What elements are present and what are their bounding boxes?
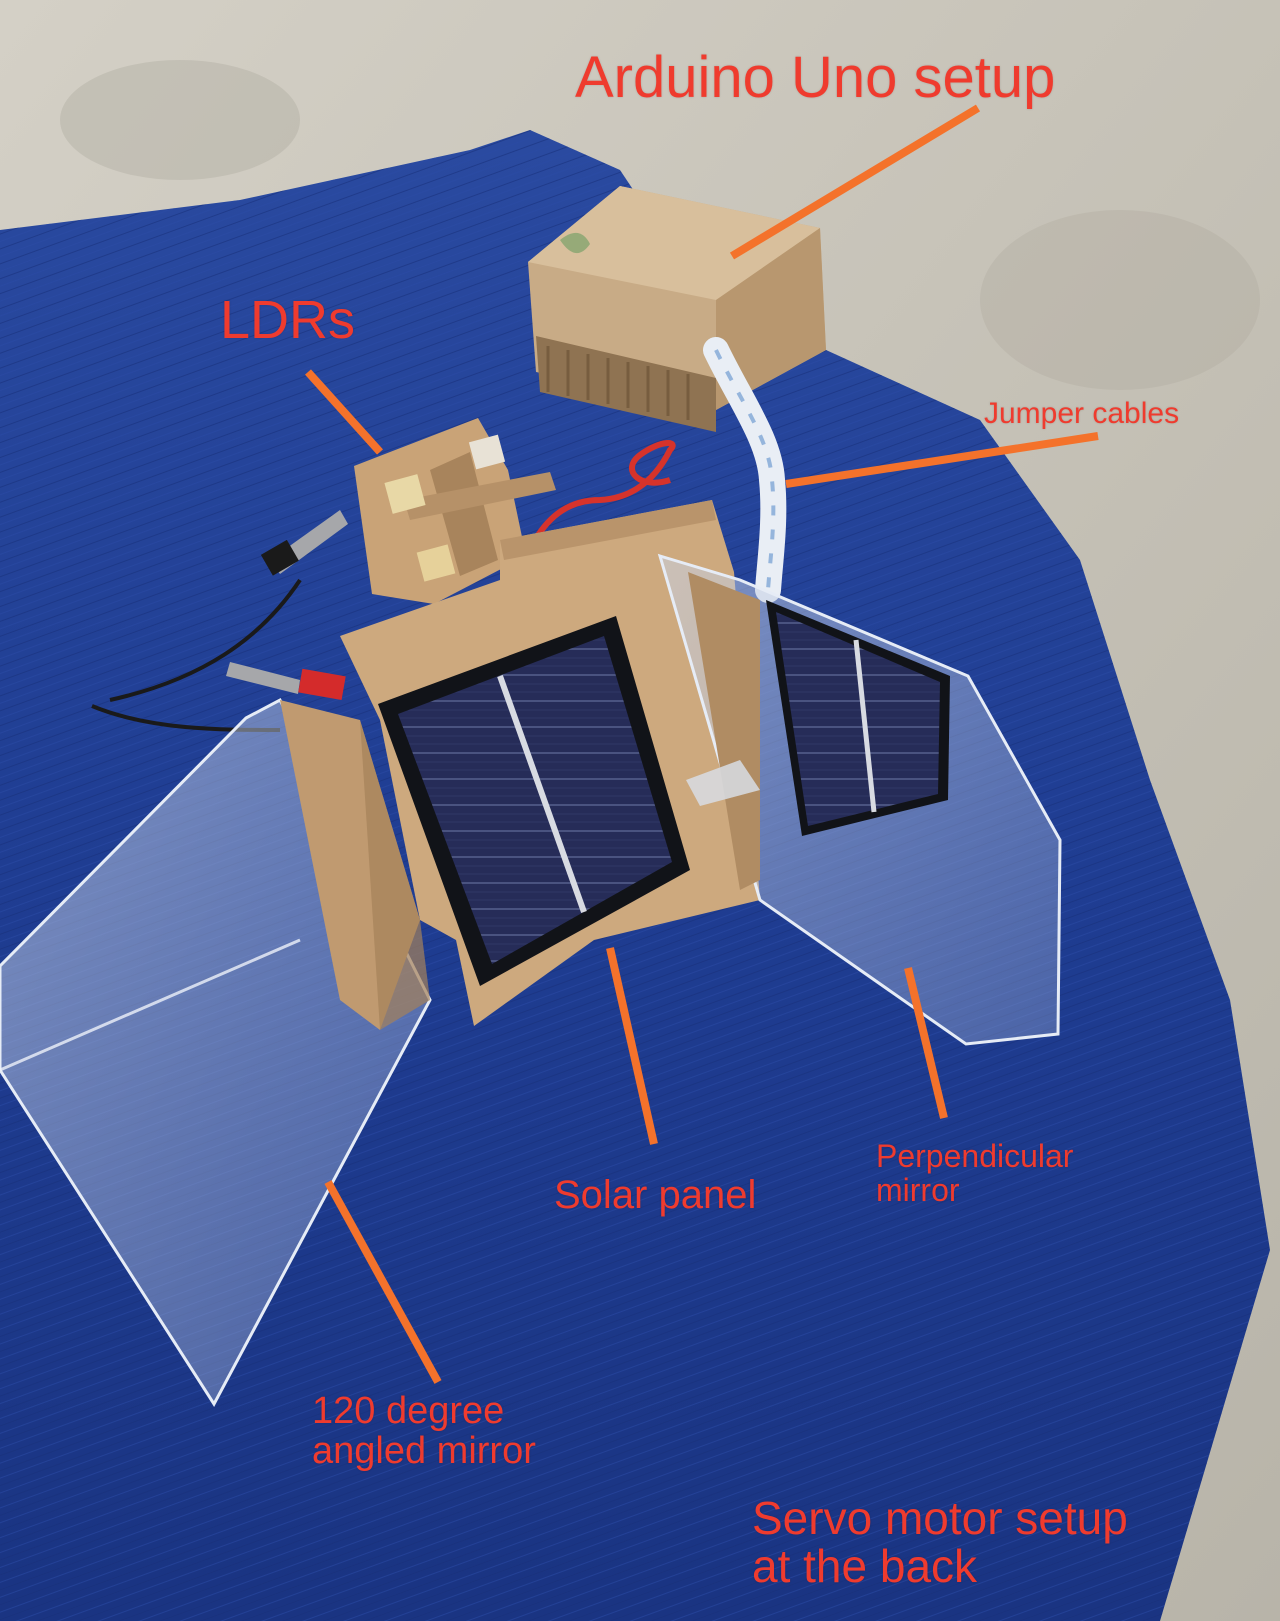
pointer-solar [606,947,658,1145]
pointer-perpendicular [904,967,948,1119]
alligator-clip-black [109,510,348,702]
ldr-mount [354,418,556,604]
label-servo-line2: at the back [752,1540,978,1593]
right-perpendicular-mirror [657,553,1062,1046]
alligator-clip-red [91,662,346,732]
label-perpendicular-line1: Perpendicular [876,1138,1074,1174]
main-solar-panel [378,616,690,986]
label-ldrs: LDRs [220,290,356,350]
label-solar-panel: Solar panel [554,1173,757,1217]
label-angled-line2: angled mirror [312,1429,536,1472]
label-servo-motor-setup: Servo motor setup at the back [752,1494,1128,1591]
pointer-ldrs [305,369,383,455]
pointer-jumper [785,432,1099,488]
left-angled-mirror [0,697,432,1407]
label-servo-line1: Servo motor setup [752,1492,1128,1544]
pointer-angled [324,1180,442,1384]
label-arduino-uno-setup: Arduino Uno setup [575,45,1056,110]
label-angled-line1: 120 degree [312,1390,505,1432]
label-perpendicular-mirror: Perpendicular mirror [876,1138,1074,1208]
label-perpendicular-line2: mirror [876,1171,960,1208]
label-jumper-cables: Jumper cables [984,397,1180,430]
label-angled-mirror: 120 degree angled mirror [312,1390,536,1472]
pointer-arduino [729,104,981,260]
pointer-lines [305,104,1099,1384]
